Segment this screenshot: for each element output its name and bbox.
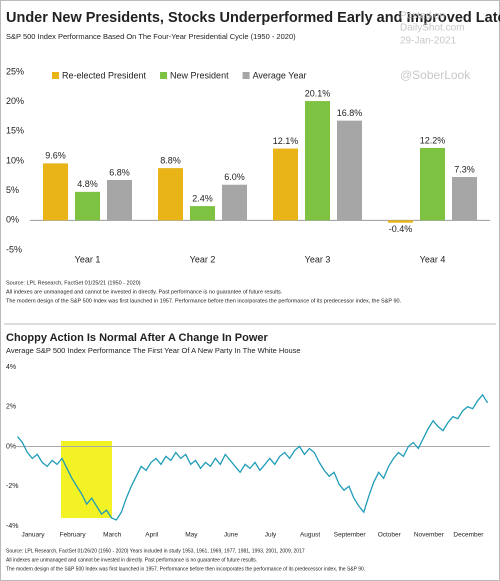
chart-subtitle: Average S&P 500 Index Performance The Fi…	[6, 346, 301, 355]
value-label: 9.6%	[45, 151, 66, 161]
y-tick-label: -2%	[6, 483, 18, 490]
value-label: 20.1%	[305, 88, 331, 98]
bar	[388, 220, 413, 223]
bar	[452, 177, 477, 221]
y-tick-label: 15%	[6, 126, 24, 136]
bar	[337, 120, 362, 221]
note: The modern design of the S&P 500 Index w…	[6, 298, 402, 304]
y-tick-label: -4%	[6, 523, 18, 530]
value-label: 2.4%	[192, 193, 213, 203]
y-tick-label: 2%	[6, 404, 16, 411]
value-label: -0.4%	[389, 224, 413, 234]
value-label: 16.8%	[337, 108, 363, 118]
bar	[305, 101, 330, 221]
note: All indexes are unmanaged and cannot be …	[6, 557, 257, 563]
x-tick-label: Year 1	[75, 254, 101, 264]
x-tick-label: December	[453, 532, 484, 539]
value-label: 12.2%	[420, 135, 446, 145]
x-tick-label: Year 3	[305, 254, 331, 264]
legend-swatch	[160, 72, 168, 79]
x-tick-label: April	[145, 532, 159, 539]
legend-label: New President	[170, 70, 229, 80]
y-tick-label: 0%	[6, 215, 19, 225]
x-tick-label: May	[185, 532, 198, 539]
chart-title: Choppy Action Is Normal After A Change I…	[6, 332, 269, 344]
value-label: 4.8%	[77, 179, 98, 189]
y-tick-label: -5%	[6, 244, 22, 254]
bar	[75, 191, 100, 221]
watermark: 29-Jan-2021	[400, 36, 457, 47]
value-label: 8.8%	[160, 155, 181, 165]
bar	[190, 206, 215, 221]
x-tick-label: September	[334, 532, 367, 539]
note: All indexes are unmanaged and cannot be …	[6, 289, 283, 295]
bar	[273, 148, 298, 221]
x-tick-label: January	[21, 532, 45, 539]
watermark: Posted on	[400, 11, 445, 22]
chart-title: Under New Presidents, Stocks Underperfor…	[6, 10, 500, 26]
bar	[222, 184, 247, 221]
x-tick-label: August	[300, 532, 320, 539]
x-tick-label: Year 2	[190, 254, 216, 264]
note: Source: LPL Research, FactSet 01/25/21 (…	[6, 280, 141, 286]
legend-label: Re-elected President	[62, 70, 147, 80]
highlight	[61, 441, 112, 518]
y-tick-label: 5%	[6, 185, 19, 195]
bar	[420, 147, 445, 221]
legend-swatch	[52, 72, 59, 79]
y-tick-label: 0%	[6, 443, 16, 450]
x-tick-label: October	[378, 532, 402, 539]
line	[16, 393, 489, 521]
bar	[107, 179, 132, 221]
note: Source: LPL Research, FactSet 01/26/20 (…	[6, 548, 305, 554]
legend-swatch	[242, 72, 250, 79]
note: The modern design of the S&P 500 Index w…	[6, 566, 365, 572]
y-tick-label: 25%	[6, 66, 24, 76]
x-tick-label: June	[224, 532, 238, 539]
legend-label: Average Year	[253, 70, 307, 80]
y-tick-label: 20%	[6, 96, 24, 106]
y-tick-label: 10%	[6, 155, 24, 165]
x-tick-label: July	[265, 532, 277, 539]
x-tick-label: February	[60, 532, 87, 539]
x-tick-label: Year 4	[420, 254, 446, 264]
value-label: 6.8%	[109, 167, 130, 177]
watermark: DailyShot.com	[400, 23, 464, 34]
y-tick-label: 4%	[6, 364, 16, 371]
bar	[43, 163, 68, 221]
watermark: @SoberLook	[400, 68, 471, 82]
x-tick-label: November	[414, 532, 445, 539]
value-label: 6.0%	[224, 172, 245, 182]
chart-subtitle: S&P 500 Index Performance Based On The F…	[6, 32, 296, 41]
x-tick-label: March	[103, 532, 121, 539]
value-label: 12.1%	[273, 136, 299, 146]
value-label: 7.3%	[454, 164, 475, 174]
bar	[158, 168, 183, 221]
